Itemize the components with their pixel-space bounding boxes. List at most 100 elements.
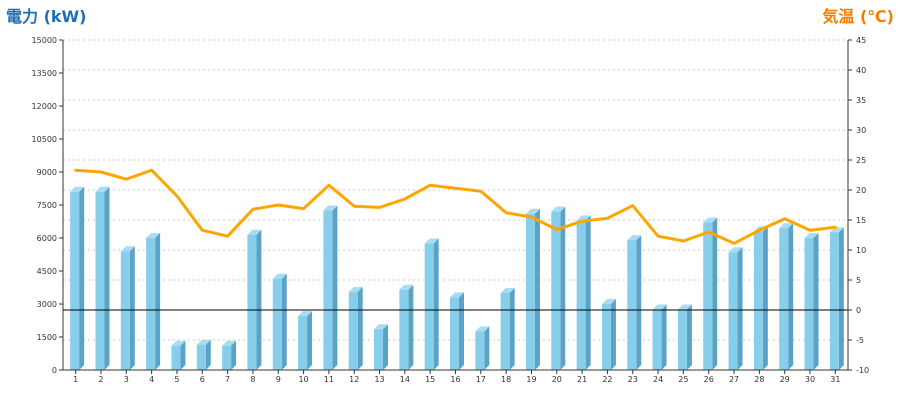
bar-top bbox=[196, 339, 211, 345]
bar bbox=[728, 252, 738, 370]
x-tick-label: 2 bbox=[98, 375, 103, 384]
bar-top bbox=[374, 324, 389, 330]
bar-side bbox=[307, 311, 313, 370]
x-tick-label: 13 bbox=[374, 375, 384, 384]
right-axis-label: 気温 (℃) bbox=[822, 7, 894, 26]
bar-side bbox=[813, 233, 819, 370]
left-tick-label: 10500 bbox=[32, 135, 57, 144]
temperature-line bbox=[74, 168, 837, 245]
bar-side bbox=[560, 206, 566, 370]
bar-series bbox=[70, 186, 844, 370]
x-tick-label: 9 bbox=[276, 375, 281, 384]
left-tick-label: 0 bbox=[52, 366, 57, 375]
x-tick-label: 22 bbox=[602, 375, 612, 384]
bar-top bbox=[298, 311, 313, 317]
x-tick-label: 28 bbox=[754, 375, 764, 384]
bar-top bbox=[95, 186, 110, 192]
x-tick-label: 6 bbox=[200, 375, 205, 384]
right-tick-label: -5 bbox=[856, 336, 864, 345]
x-axis-ticks: 1 2 3 4 5 6 7 8 9 10 11 12 13 14 15 16 17 18 19 20 21 22 23 24 2… bbox=[73, 370, 840, 384]
bar bbox=[450, 297, 459, 370]
left-axis-label: 電力 (kW) bbox=[6, 7, 87, 26]
x-tick-label: 19 bbox=[526, 375, 536, 384]
bar bbox=[525, 213, 535, 370]
bar-side bbox=[332, 205, 338, 370]
bar-side bbox=[408, 284, 414, 370]
bar-top bbox=[450, 292, 464, 298]
x-tick-label: 7 bbox=[225, 375, 230, 384]
left-tick-label: 6000 bbox=[37, 234, 57, 243]
x-tick-label: 11 bbox=[324, 375, 334, 384]
bar-side bbox=[712, 217, 718, 370]
x-tick-label: 30 bbox=[805, 375, 815, 384]
bar-side bbox=[534, 208, 540, 370]
bar bbox=[551, 211, 561, 370]
right-tick-label: 20 bbox=[856, 186, 866, 195]
bar bbox=[703, 222, 713, 370]
right-tick-label: 15 bbox=[856, 216, 866, 225]
bar-side bbox=[231, 340, 237, 370]
bar bbox=[272, 278, 282, 370]
bar bbox=[500, 293, 510, 370]
x-tick-label: 10 bbox=[298, 375, 308, 384]
left-tick-label: 3000 bbox=[37, 300, 57, 309]
bar-top bbox=[703, 217, 718, 223]
bar-top bbox=[475, 326, 490, 332]
bar-top bbox=[728, 247, 743, 253]
bar bbox=[601, 304, 611, 370]
bar-side bbox=[205, 339, 211, 370]
x-tick-label: 26 bbox=[704, 375, 714, 384]
right-tick-label: 25 bbox=[856, 156, 866, 165]
right-tick-label: 45 bbox=[856, 36, 866, 45]
x-tick-label: 8 bbox=[250, 375, 255, 384]
bar bbox=[120, 251, 130, 370]
bar-top bbox=[146, 233, 161, 238]
bar-top bbox=[171, 340, 186, 346]
bar bbox=[829, 232, 839, 370]
bar-top bbox=[399, 284, 414, 290]
bar-side bbox=[129, 246, 135, 370]
bar bbox=[399, 289, 409, 370]
x-tick-label: 15 bbox=[425, 375, 435, 384]
bar-side bbox=[762, 226, 768, 370]
bar-top bbox=[576, 215, 591, 221]
bar bbox=[779, 228, 789, 370]
bar-side bbox=[180, 340, 186, 370]
bar-side bbox=[256, 229, 262, 370]
x-tick-label: 29 bbox=[780, 375, 790, 384]
x-tick-label: 27 bbox=[729, 375, 739, 384]
left-tick-label: 9000 bbox=[37, 168, 57, 177]
bar-side bbox=[636, 235, 642, 370]
bar-side bbox=[788, 223, 794, 370]
bar bbox=[70, 191, 80, 370]
bar bbox=[627, 240, 637, 370]
bar-side bbox=[610, 299, 616, 370]
bar-side bbox=[585, 215, 591, 370]
right-tick-label: 10 bbox=[856, 246, 866, 255]
bar-top bbox=[779, 223, 794, 229]
bar-top bbox=[677, 304, 692, 310]
x-tick-label: 31 bbox=[830, 375, 840, 384]
x-tick-label: 21 bbox=[577, 375, 587, 384]
bar-side bbox=[686, 304, 692, 370]
x-tick-label: 18 bbox=[501, 375, 511, 384]
bar bbox=[677, 309, 687, 370]
bar-side bbox=[737, 247, 743, 370]
right-tick-label: 0 bbox=[856, 306, 861, 315]
x-tick-label: 3 bbox=[124, 375, 129, 384]
bar bbox=[247, 234, 257, 370]
right-tick-label: 35 bbox=[856, 96, 866, 105]
left-tick-label: 12000 bbox=[32, 102, 57, 111]
left-tick-label: 1500 bbox=[37, 333, 57, 342]
bar-side bbox=[509, 288, 515, 370]
bar-top bbox=[829, 227, 844, 233]
bar bbox=[95, 191, 105, 370]
bar bbox=[804, 238, 814, 370]
left-tick-label: 13500 bbox=[32, 69, 57, 78]
bar bbox=[196, 344, 206, 370]
bar bbox=[146, 238, 156, 370]
bar-top bbox=[652, 304, 667, 310]
bar-side bbox=[484, 326, 490, 370]
x-tick-label: 1 bbox=[73, 375, 78, 384]
right-tick-label: 5 bbox=[856, 276, 861, 285]
